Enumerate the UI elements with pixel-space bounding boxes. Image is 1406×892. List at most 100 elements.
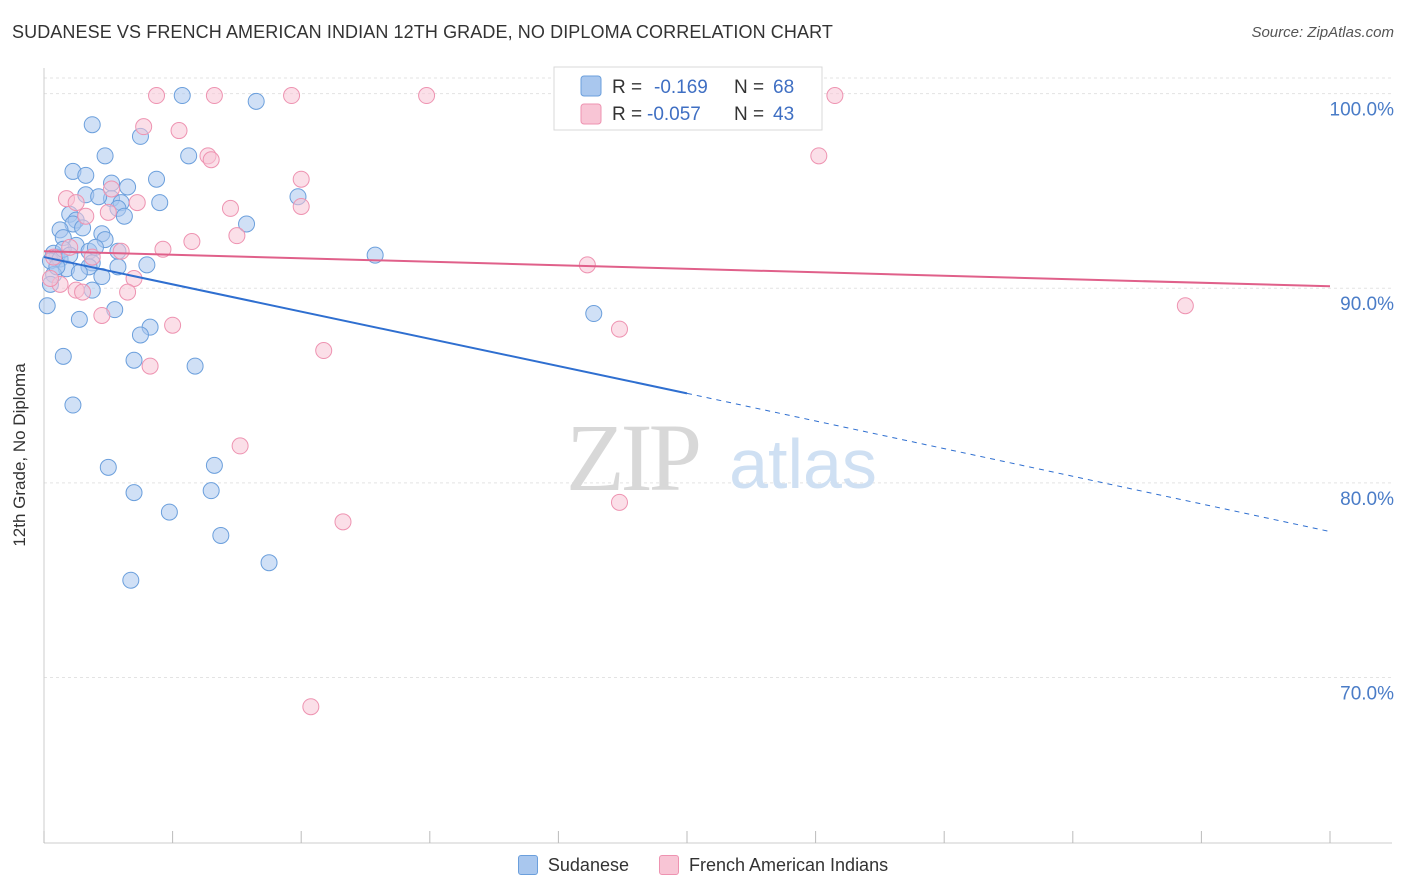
point-french-22 xyxy=(154,240,172,258)
point-sudanese-59 xyxy=(260,554,278,572)
point-sudanese-62 xyxy=(115,207,133,225)
point-sudanese-4 xyxy=(96,147,114,165)
scatter-chart: ZIP atlas 100.0%90.0%80.0%70.0%0.0%40.0%… xyxy=(38,66,1395,844)
point-french-40 xyxy=(334,513,352,531)
legend-swatch-sudanese xyxy=(580,75,602,97)
point-french-20 xyxy=(183,233,201,251)
legend-r-label-1: R = xyxy=(612,77,642,98)
trend-lines xyxy=(43,250,1331,533)
stats-legend: R = -0.169 N = 68 R = -0.057 N = 43 xyxy=(553,66,823,131)
legend-r-value-1: -0.169 xyxy=(654,77,708,98)
point-french-32 xyxy=(1176,297,1194,315)
watermark-zip: ZIP xyxy=(566,404,699,511)
point-sudanese-55 xyxy=(125,484,143,502)
point-sudanese-10 xyxy=(119,178,137,196)
point-french-8 xyxy=(202,151,220,169)
legend-item-french-american-indians[interactable]: French American Indians xyxy=(658,852,889,878)
point-french-26 xyxy=(578,256,596,274)
y-tick-label-3: 70.0% xyxy=(1340,684,1394,705)
point-french-2 xyxy=(283,87,301,105)
legend-n-value-1: 68 xyxy=(773,77,794,98)
point-sudanese-51 xyxy=(186,357,204,375)
point-french-0 xyxy=(148,87,166,105)
point-sudanese-7 xyxy=(77,166,95,184)
watermark-atlas: atlas xyxy=(729,425,877,503)
point-sudanese-2 xyxy=(83,116,101,134)
point-french-36 xyxy=(315,342,333,360)
point-sudanese-66 xyxy=(90,188,108,206)
point-french-11 xyxy=(103,180,121,198)
point-french-13 xyxy=(67,194,85,212)
grid-lines xyxy=(44,77,1392,679)
point-sudanese-22 xyxy=(238,215,256,233)
point-french-34 xyxy=(164,316,182,334)
y-tick-label-1: 90.0% xyxy=(1340,294,1394,315)
y-tick-label-0: 100.0% xyxy=(1330,100,1395,121)
point-french-10 xyxy=(292,170,310,188)
point-french-30 xyxy=(74,283,92,301)
y-tick-label-2: 80.0% xyxy=(1340,489,1394,510)
point-sudanese-53 xyxy=(99,458,117,476)
legend-label-french-american-indians: French American Indians xyxy=(688,854,889,875)
watermark: ZIP atlas xyxy=(566,404,877,511)
point-french-42 xyxy=(41,269,59,287)
legend-r-label-2: R = xyxy=(612,104,642,125)
point-french-1 xyxy=(205,87,223,105)
point-french-41 xyxy=(302,698,320,716)
legend-label-sudanese: Sudanese xyxy=(547,854,629,875)
legend-n-label-2: N = xyxy=(734,104,764,125)
point-french-39 xyxy=(610,493,628,511)
legend-item-sudanese[interactable]: Sudanese xyxy=(517,852,629,878)
point-sudanese-8 xyxy=(148,170,166,188)
data-points xyxy=(38,87,1194,716)
legend-swatch-french-bottom xyxy=(658,855,679,875)
legend-swatch-french xyxy=(580,103,602,125)
point-french-3 xyxy=(418,87,436,105)
legend-n-label-1: N = xyxy=(734,77,764,98)
point-french-31 xyxy=(119,283,137,301)
point-french-17 xyxy=(99,203,117,221)
point-sudanese-64 xyxy=(70,264,88,282)
point-sudanese-48 xyxy=(585,305,603,323)
point-french-19 xyxy=(228,227,246,245)
point-sudanese-0 xyxy=(173,87,191,105)
point-sudanese-54 xyxy=(205,456,223,474)
point-sudanese-60 xyxy=(122,571,140,589)
point-sudanese-13 xyxy=(151,194,169,212)
point-sudanese-43 xyxy=(38,297,56,315)
point-sudanese-5 xyxy=(180,147,198,165)
point-sudanese-45 xyxy=(70,310,88,328)
point-sudanese-47 xyxy=(131,326,149,344)
point-french-37 xyxy=(141,357,159,375)
axes xyxy=(43,68,1392,844)
point-french-23 xyxy=(112,242,130,260)
point-french-6 xyxy=(170,122,188,140)
trend-line-sudanese xyxy=(43,256,688,395)
chart-source: Source: ZipAtlas.com xyxy=(1251,24,1394,41)
legend-n-value-2: 43 xyxy=(773,104,794,125)
point-sudanese-1 xyxy=(247,92,265,110)
point-sudanese-50 xyxy=(125,351,143,369)
trend-line-french xyxy=(43,250,1331,288)
point-sudanese-38 xyxy=(366,246,384,264)
point-french-9 xyxy=(810,147,828,165)
tick-labels: 100.0%90.0%80.0%70.0%0.0%40.0% xyxy=(1330,100,1395,705)
point-sudanese-34 xyxy=(138,256,156,274)
point-sudanese-49 xyxy=(54,347,72,365)
point-french-14 xyxy=(128,194,146,212)
point-sudanese-52 xyxy=(64,396,82,414)
legend-r-value-2: -0.057 xyxy=(647,104,701,125)
point-french-16 xyxy=(292,197,310,215)
point-sudanese-56 xyxy=(202,482,220,500)
point-french-15 xyxy=(221,199,239,217)
legend-swatch-sudanese-bottom xyxy=(517,855,538,875)
point-french-35 xyxy=(610,320,628,338)
point-french-4 xyxy=(826,87,844,105)
point-french-18 xyxy=(77,207,95,225)
point-sudanese-58 xyxy=(212,526,230,544)
series-legend: Sudanese French American Indians xyxy=(0,852,1406,878)
point-french-38 xyxy=(231,437,249,455)
point-french-33 xyxy=(93,306,111,324)
point-french-5 xyxy=(135,118,153,136)
chart-title: SUDANESE VS FRENCH AMERICAN INDIAN 12TH … xyxy=(12,22,833,42)
